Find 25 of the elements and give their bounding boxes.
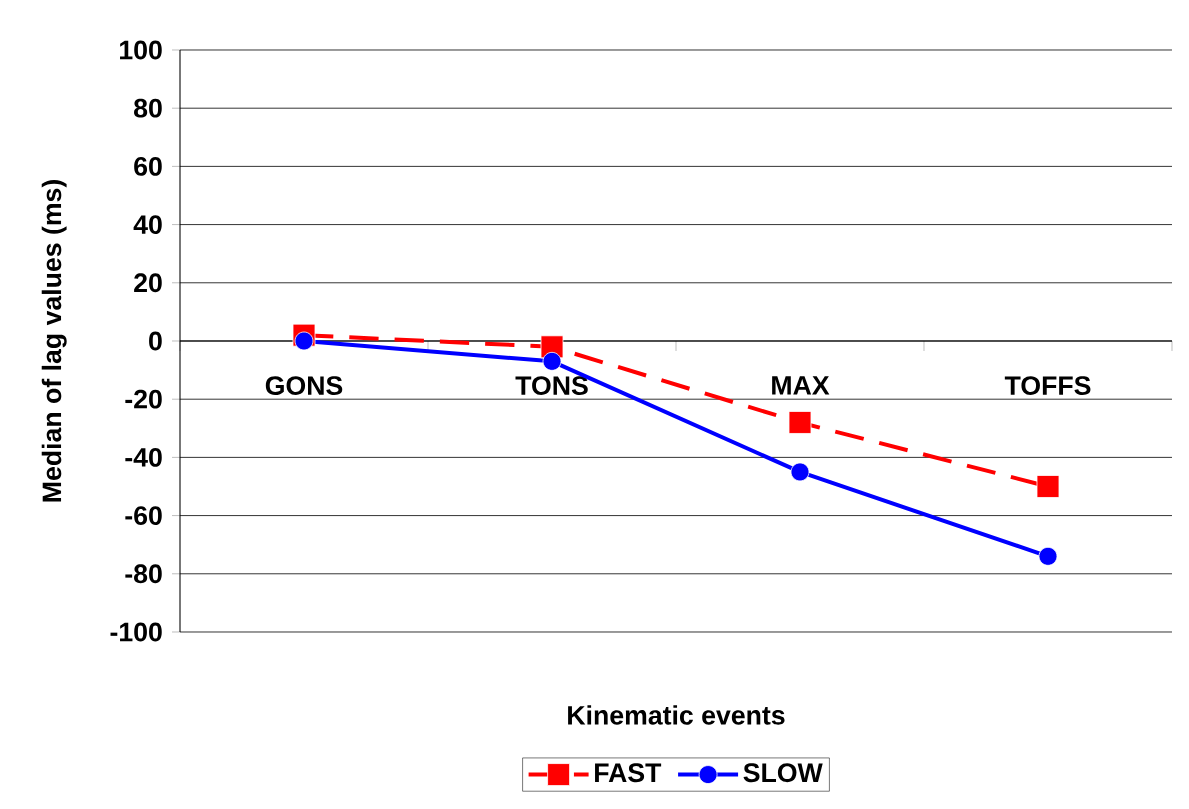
x-tick-label: TONS bbox=[515, 376, 588, 396]
point bbox=[294, 331, 314, 351]
y-tick-label: -80 bbox=[125, 564, 162, 584]
x-tick-label: GONS bbox=[265, 376, 343, 396]
x-tick-label: TOFFS bbox=[1004, 376, 1091, 396]
y-tick-label: 100 bbox=[120, 40, 162, 60]
legend-label: FAST bbox=[595, 763, 662, 783]
y-tick-label: -20 bbox=[125, 389, 162, 409]
point bbox=[1036, 475, 1060, 498]
legend-label: SLOW bbox=[743, 763, 823, 783]
y-tick-label: -60 bbox=[125, 506, 162, 526]
y-tick-label: -40 bbox=[125, 447, 162, 467]
y-tick-label: 40 bbox=[133, 215, 162, 235]
y-tick-label: 60 bbox=[134, 156, 162, 176]
y-tick-label: 20 bbox=[134, 273, 162, 293]
y-tick-label: 80 bbox=[134, 98, 162, 118]
point bbox=[788, 411, 812, 434]
point bbox=[542, 351, 562, 371]
x-tick-label: MAX bbox=[772, 376, 830, 395]
x-axis-title: Kinematic events bbox=[568, 705, 785, 725]
y-axis-title: Median of lag values (ms) bbox=[41, 180, 67, 502]
y-tick-label: -100 bbox=[110, 622, 162, 642]
point bbox=[790, 462, 810, 482]
y-tick-label: 0 bbox=[149, 331, 162, 351]
point bbox=[1038, 546, 1058, 566]
